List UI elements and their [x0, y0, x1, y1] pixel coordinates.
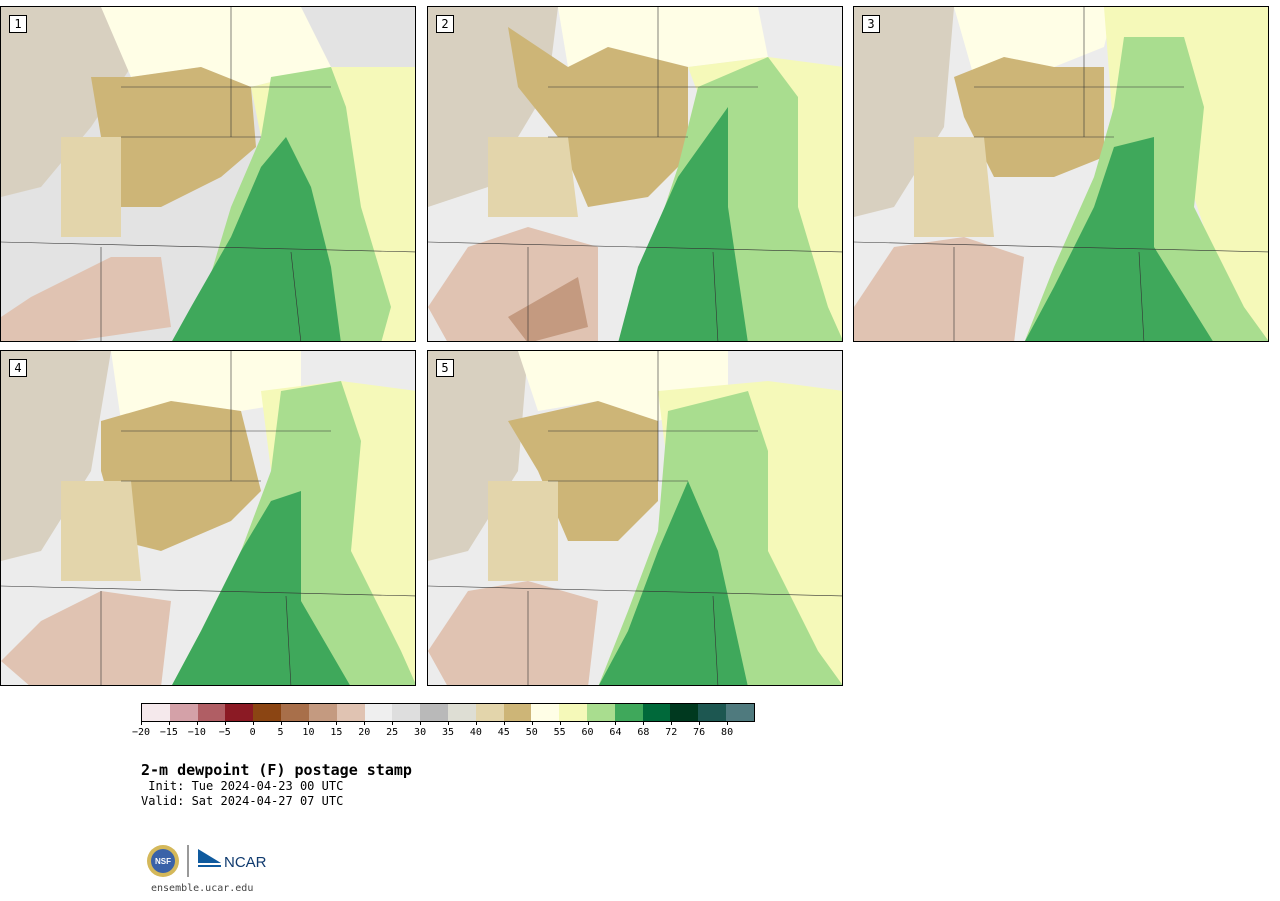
- colorbar-swatch: [225, 704, 254, 721]
- colorbar-tick-label: 5: [277, 727, 284, 738]
- colorbar-swatch: [587, 704, 615, 721]
- dewpoint-map: [854, 7, 1268, 341]
- colorbar-tickmark: [587, 722, 589, 725]
- colorbar-tickmark: [364, 722, 366, 725]
- map-panel-2: 2: [427, 6, 843, 342]
- colorbar-tickmark: [671, 722, 673, 725]
- svg-text:NCAR: NCAR: [224, 854, 267, 871]
- panel-number: 5: [436, 359, 454, 377]
- colorbar: [141, 703, 755, 722]
- colorbar-tick-label: 68: [637, 727, 650, 738]
- colorbar-swatch: [614, 704, 643, 721]
- colorbar-tick-label: 80: [721, 727, 734, 738]
- colorbar-tickmark: [727, 722, 729, 725]
- colorbar-tick-label: 55: [553, 727, 566, 738]
- colorbar-tick-label: −10: [187, 727, 206, 738]
- colorbar-tickmark: [252, 722, 254, 725]
- colorbar-swatch: [670, 704, 699, 721]
- colorbar-swatch: [698, 704, 727, 721]
- panel-number: 4: [9, 359, 27, 377]
- colorbar-swatch: [253, 704, 282, 721]
- map-panel-1: 1: [0, 6, 416, 342]
- colorbar-tickmark: [308, 722, 310, 725]
- dewpoint-map: [428, 7, 842, 341]
- colorbar-tick-label: 20: [358, 727, 371, 738]
- colorbar-tick-label: 45: [497, 727, 510, 738]
- colorbar-tickmark: [699, 722, 701, 725]
- panel-number: 1: [9, 15, 27, 33]
- valid-time: Valid: Sat 2024-04-27 07 UTC: [141, 794, 344, 808]
- colorbar-swatch: [392, 704, 421, 721]
- nsf-ncar-logo: NSF NCAR: [147, 845, 267, 877]
- colorbar-tickmark: [448, 722, 449, 725]
- colorbar-tickmark: [503, 722, 505, 725]
- website-link[interactable]: ensemble.ucar.edu: [151, 883, 254, 894]
- colorbar-tick-label: 25: [386, 727, 399, 738]
- colorbar-tick-label: 40: [469, 727, 482, 738]
- colorbar-tickmark: [224, 722, 226, 725]
- dewpoint-map: [1, 7, 415, 341]
- colorbar-swatch: [726, 704, 754, 721]
- colorbar-tick-label: 35: [441, 727, 455, 738]
- map-panel-5: 5: [427, 350, 843, 686]
- colorbar-swatch: [531, 704, 560, 721]
- colorbar-swatch: [169, 704, 198, 721]
- svg-text:NSF: NSF: [155, 857, 171, 866]
- colorbar-swatch: [364, 704, 393, 721]
- map-panel-3: 3: [853, 6, 1269, 342]
- colorbar-tick-label: 10: [302, 727, 315, 738]
- colorbar-swatch: [142, 704, 170, 721]
- colorbar-tick-label: −5: [218, 727, 231, 738]
- colorbar-ticks: −20 −15 −10 −5 0 5 10 15 20 25 30 35 40 45 50 55 60 64 68 7…: [132, 722, 755, 742]
- colorbar-tickmark: [196, 722, 198, 725]
- colorbar-tick-label: 60: [581, 727, 594, 738]
- colorbar-tickmark: [475, 722, 477, 725]
- colorbar-tickmark: [392, 722, 394, 725]
- colorbar-tick-label: 30: [414, 727, 427, 738]
- plot-title: 2-m dewpoint (F) postage stamp: [141, 761, 412, 779]
- colorbar-tickmark: [141, 722, 142, 725]
- colorbar-swatch: [308, 704, 337, 721]
- colorbar-tick-label: 0: [249, 727, 256, 738]
- colorbar-tick-label: −20: [131, 727, 151, 738]
- panel-number: 3: [862, 15, 880, 33]
- colorbar-tick-label: 50: [525, 727, 538, 738]
- colorbar-tickmark: [336, 722, 338, 725]
- map-panel-4: 4: [0, 350, 416, 686]
- colorbar-tick-label: −15: [159, 727, 178, 738]
- colorbar-tick-label: 15: [330, 727, 343, 738]
- colorbar-swatch: [420, 704, 448, 721]
- colorbar-tickmark: [280, 722, 282, 725]
- colorbar-swatch: [559, 704, 587, 721]
- colorbar-swatch: [197, 704, 226, 721]
- dewpoint-map: [1, 351, 415, 685]
- colorbar-swatch: [475, 704, 504, 721]
- colorbar-tickmark: [643, 722, 645, 725]
- colorbar-swatch: [281, 704, 309, 721]
- colorbar-tickmark: [420, 722, 422, 725]
- colorbar-swatch: [447, 704, 476, 721]
- panel-number: 2: [436, 15, 454, 33]
- colorbar-tickmark: [559, 722, 561, 725]
- colorbar-tick-label: 76: [693, 727, 706, 738]
- dewpoint-map: [428, 351, 842, 685]
- colorbar-swatch: [642, 704, 671, 721]
- colorbar-swatch: [503, 704, 532, 721]
- colorbar-tickmark: [615, 722, 617, 725]
- colorbar-swatch: [336, 704, 365, 721]
- ncar-logo-icon: [198, 849, 221, 863]
- init-time: Init: Tue 2024-04-23 00 UTC: [141, 779, 344, 793]
- colorbar-tick-label: 64: [609, 727, 622, 738]
- colorbar-tickmark: [531, 722, 533, 725]
- colorbar-tickmark: [168, 722, 170, 725]
- colorbar-tick-label: 72: [665, 727, 678, 738]
